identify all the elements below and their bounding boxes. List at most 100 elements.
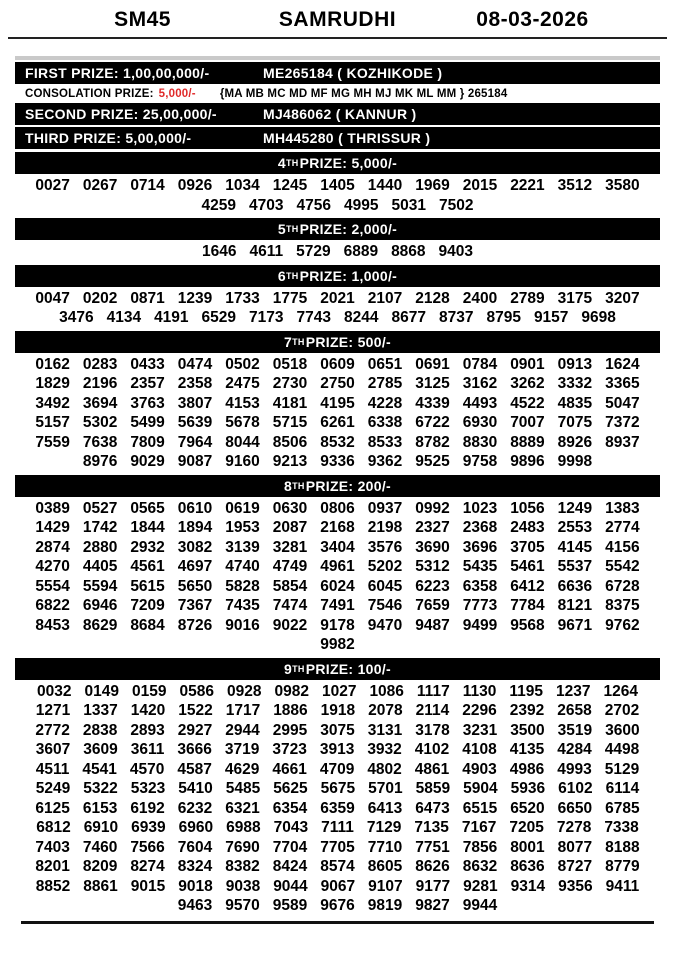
- winning-number: 3807: [177, 394, 213, 412]
- winning-number: 7502: [438, 196, 474, 214]
- winning-number: 1646: [201, 243, 237, 260]
- third-prize-bar: THIRD PRIZE: 5,00,000/- MH445280 ( THRIS…: [15, 127, 660, 149]
- winning-number: 4339: [415, 394, 450, 412]
- consolation-row: CONSOLATION PRIZE: 5,000/- {MA MB MC MD …: [15, 86, 660, 101]
- lottery-code: SM45: [114, 8, 171, 31]
- winning-number: 2021: [320, 289, 355, 307]
- prize-section-8th: 8 TH PRIZE: 200/- 0389 0527 0565 0610 0619 0630…: [15, 474, 660, 655]
- winning-number: 8375: [605, 597, 640, 614]
- winning-number: 1624: [605, 355, 640, 373]
- winning-number: 3175: [557, 289, 593, 307]
- winning-number: 7566: [130, 838, 165, 856]
- winning-numbers-row: 4259 4703 4756 4995 5031 7502: [15, 196, 660, 216]
- winning-number: 7167: [461, 819, 497, 836]
- gray-strip: [15, 56, 660, 60]
- winning-number: 6125: [35, 799, 70, 817]
- winning-number: 8677: [391, 309, 426, 326]
- winning-numbers-row: 8976 9029 9087 9160 9213 9336 9362 9525 9758 9896…: [15, 452, 660, 472]
- prize-header-9th: 9 TH PRIZE: 100/-: [15, 657, 660, 680]
- winning-number: 5859: [415, 780, 451, 797]
- winning-numbers-row: 1646 4611 5729 6889 8868 9403: [15, 242, 660, 262]
- winning-number: 8868: [391, 243, 426, 260]
- winning-number: 4756: [296, 196, 331, 214]
- winning-number: 0784: [462, 355, 498, 373]
- winning-number: 3365: [605, 375, 640, 392]
- winning-number: 5828: [225, 577, 260, 595]
- first-prize-bar: FIRST PRIZE: 1,00,00,000/- ME265184 ( KO…: [15, 62, 660, 84]
- winning-number: 4802: [367, 760, 402, 778]
- winning-number: 4749: [272, 558, 308, 575]
- winning-number: 4570: [129, 760, 165, 778]
- winning-number: 6358: [462, 577, 498, 595]
- winning-number: 2198: [367, 519, 403, 536]
- winning-number: 2893: [130, 721, 165, 739]
- winning-number: 6722: [415, 414, 450, 431]
- winning-number: 5625: [273, 780, 308, 797]
- winning-number: 2196: [82, 375, 118, 392]
- winning-number: 6529: [201, 309, 237, 326]
- lottery-name: SAMRUDHI: [278, 8, 397, 31]
- winning-number: 5249: [35, 780, 71, 797]
- winning-number: 6910: [83, 819, 119, 836]
- winning-number: 7604: [177, 838, 213, 856]
- winning-numbers-row: 0032 0149 0159 0586 0928 0982 1027 1086 1117 1130…: [15, 682, 660, 702]
- winning-number: 5678: [225, 414, 260, 431]
- winning-number: 0565: [130, 499, 165, 517]
- winning-number: 2400: [462, 289, 498, 307]
- winning-number: 9336: [320, 453, 355, 470]
- winning-number: 4284: [557, 741, 592, 758]
- winning-number: 8684: [130, 616, 165, 634]
- winning-number: 8779: [605, 858, 640, 875]
- winning-numbers-row: 4511 4541 4570 4587 4629 4661 4709 4802 4861 4903…: [15, 760, 660, 780]
- winning-number: 6520: [510, 799, 545, 817]
- winning-number: 9177: [415, 877, 451, 895]
- winning-number: 9944: [462, 897, 498, 914]
- winning-number: 7705: [320, 838, 355, 856]
- winning-number: 1894: [177, 519, 213, 536]
- winning-number: 8852: [35, 877, 71, 895]
- winning-number: 6321: [225, 799, 260, 817]
- winning-number: 9487: [415, 616, 450, 634]
- winning-number: 1337: [83, 702, 118, 719]
- winning-number: 1405: [320, 177, 355, 194]
- winning-number: 8632: [462, 858, 498, 875]
- winning-number: 4493: [462, 394, 498, 412]
- winning-numbers-row: 5554 5594 5615 5650 5828 5854 6024 6045 6223 6358…: [15, 577, 660, 597]
- winning-number: 2221: [510, 177, 545, 194]
- winning-number: 1717: [225, 702, 261, 719]
- winning-number: 0926: [177, 177, 213, 194]
- winning-numbers-row: 8852 8861 9015 9018 9038 9044 9067 9107 9177 9281…: [15, 877, 660, 897]
- winning-number: 9998: [557, 453, 593, 470]
- winning-number: 8201: [35, 858, 70, 875]
- results-content: FIRST PRIZE: 1,00,00,000/- ME265184 ( KO…: [0, 56, 675, 924]
- winning-number: 7075: [557, 414, 593, 431]
- prize-ordinal: 6: [277, 267, 286, 284]
- winning-number: 6946: [82, 597, 118, 614]
- winning-number: 4135: [509, 741, 545, 758]
- winning-number: 5435: [462, 558, 498, 575]
- winning-numbers-row: 8453 8629 8684 8726 9016 9022 9178 9470 9487 9499…: [15, 616, 660, 636]
- winning-number: 3580: [605, 177, 640, 194]
- winning-number: 7135: [414, 819, 449, 836]
- winning-number: 3262: [510, 375, 545, 392]
- winning-number: 0630: [272, 499, 308, 517]
- winning-number: 3666: [177, 741, 212, 758]
- winning-number: 0937: [367, 499, 403, 517]
- draw-date: 08-03-2026: [476, 8, 589, 31]
- winning-number: 4661: [272, 760, 307, 778]
- winning-number: 5323: [130, 780, 166, 797]
- prize-sections: 4 TH PRIZE: 5,000/- 0027 0267 0714 0926 1034 12…: [15, 152, 660, 916]
- winning-number: 2750: [320, 375, 355, 392]
- winning-number: 3600: [605, 721, 640, 739]
- winning-number: 4629: [224, 760, 260, 778]
- winning-number: 4145: [557, 538, 593, 556]
- prize-header-5th: 5 TH PRIZE: 2,000/-: [15, 218, 660, 240]
- winning-number: 6822: [35, 597, 70, 614]
- winning-number: 0389: [35, 499, 70, 517]
- winning-number: 3281: [272, 538, 308, 556]
- winning-number: 9281: [463, 877, 498, 895]
- winning-number: 6636: [557, 577, 593, 595]
- winning-number: 9314: [510, 877, 546, 895]
- winning-number: 0609: [320, 355, 355, 373]
- winning-number: 6024: [320, 577, 355, 595]
